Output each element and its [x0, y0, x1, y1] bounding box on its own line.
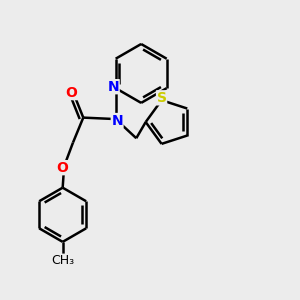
- Text: CH₃: CH₃: [51, 254, 74, 267]
- Text: O: O: [66, 85, 77, 100]
- Text: N: N: [107, 80, 119, 94]
- Text: S: S: [157, 91, 166, 105]
- Text: O: O: [56, 161, 68, 175]
- Text: N: N: [111, 114, 123, 128]
